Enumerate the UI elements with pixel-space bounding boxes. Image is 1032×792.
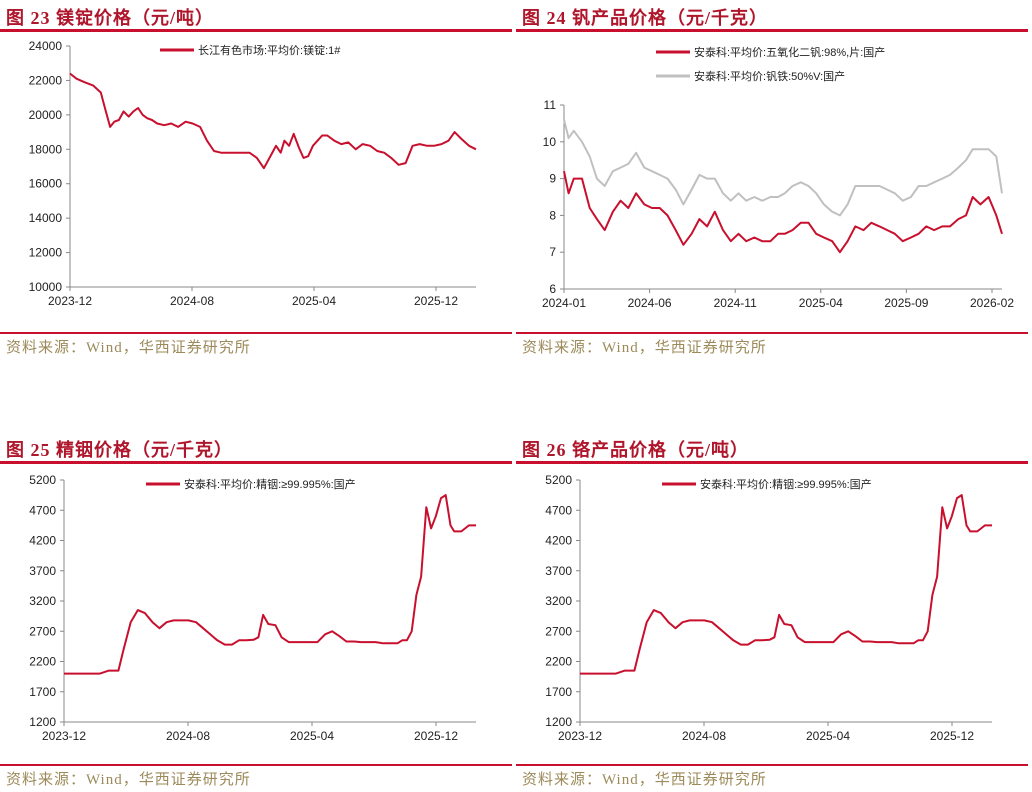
title-rule	[0, 29, 512, 32]
series-line	[563, 170, 1003, 254]
title-rule	[516, 29, 1028, 32]
x-tick-label: 2024-08	[166, 729, 210, 743]
x-tick-label: 2024-08	[682, 729, 726, 743]
chart-title: 图 26 铬产品价格（元/吨）	[522, 440, 749, 460]
y-tick-label: 3200	[545, 594, 572, 608]
panel-indium: 图 25 精铟价格（元/千克） 1200 1700 2200 2700 3200 3700…	[0, 432, 512, 792]
y-tick-label: 12000	[29, 246, 63, 260]
source-rule	[0, 764, 512, 766]
x-tick-label: 2024-01	[542, 296, 586, 310]
y-tick-label: 3700	[545, 564, 572, 578]
y-tick-label: 2700	[545, 624, 572, 638]
panel-vanadium: 图 24 钒产品价格（元/千克） 6 7 8 9 10 11 2024-01 2024-06 2…	[516, 0, 1028, 360]
x-tick-label: 2025-09	[884, 296, 928, 310]
chart-indium-price: 1200 1700 2200 2700 3200 3700 4200 4700 5200 2023…	[29, 473, 476, 743]
source-rule	[516, 764, 1028, 766]
y-tick-label: 6	[549, 282, 556, 296]
x-tick-label: 2024-11	[714, 296, 757, 310]
y-tick-label: 4200	[29, 534, 56, 548]
x-tick-label: 2023-12	[48, 294, 92, 308]
panel-chromium: 图 26 铬产品价格（元/吨） 1200 1700 2200 2700 3200 3700…	[516, 432, 1028, 792]
x-tick-label: 2025-12	[414, 729, 458, 743]
source-rule	[0, 332, 512, 334]
y-tick-label: 1200	[29, 715, 56, 729]
chart-title: 图 25 精铟价格（元/千克）	[6, 440, 233, 460]
series-line	[580, 494, 992, 675]
x-tick-label: 2023-12	[558, 729, 602, 743]
x-tick-label: 2025-04	[799, 296, 843, 310]
y-tick-label: 22000	[29, 73, 63, 87]
chart-magnesium-price: 10000 12000 14000 16000 18000 20000 22000 24000…	[29, 39, 477, 308]
chart-title: 图 24 钒产品价格（元/千克）	[522, 8, 768, 28]
y-tick-label: 2700	[29, 624, 56, 638]
x-tick-label: 2025-04	[806, 729, 850, 743]
x-tick-label: 2026-02	[970, 296, 1014, 310]
series-line	[69, 72, 477, 170]
y-tick-label: 2200	[545, 655, 572, 669]
chart-title: 图 23 镁锭价格（元/吨）	[6, 8, 215, 28]
y-tick-label: 10	[543, 135, 557, 149]
y-tick-label: 10000	[29, 280, 63, 294]
x-tick-label: 2024-08	[170, 294, 214, 308]
source-note: 资料来源：Wind，华西证券研究所	[522, 772, 767, 788]
y-tick-label: 8	[549, 208, 556, 222]
y-tick-label: 4700	[545, 503, 572, 517]
source-note: 资料来源：Wind，华西证券研究所	[6, 772, 251, 788]
legend-label: 安泰科:平均价:精铟:≥99.995%:国产	[700, 477, 872, 491]
title-rule	[516, 461, 1028, 464]
legend-label: 长江有色市场:平均价:镁锭:1#	[198, 43, 341, 57]
y-tick-label: 24000	[29, 39, 63, 53]
y-tick-label: 1700	[29, 685, 56, 699]
legend-label: 安泰科:平均价:五氧化二钒:98%,片:国产	[694, 45, 885, 59]
chart-chromium-price: 1200 1700 2200 2700 3200 3700 4200 4700 5200 2023…	[545, 473, 992, 743]
y-tick-label: 3200	[29, 594, 56, 608]
x-tick-label: 2024-06	[628, 296, 672, 310]
x-tick-label: 2025-12	[414, 294, 458, 308]
legend-label: 安泰科:平均价:钒铁:50%V:国产	[694, 69, 845, 83]
y-tick-label: 16000	[29, 177, 63, 191]
y-tick-label: 14000	[29, 211, 63, 225]
y-tick-label: 18000	[29, 142, 63, 156]
y-tick-label: 1700	[545, 685, 572, 699]
y-tick-label: 7	[549, 245, 556, 259]
y-tick-label: 4700	[29, 503, 56, 517]
y-tick-label: 5200	[545, 473, 572, 487]
source-note: 资料来源：Wind，华西证券研究所	[522, 340, 767, 356]
series-line	[64, 494, 476, 675]
y-tick-label: 3700	[29, 564, 56, 578]
source-rule	[516, 332, 1028, 334]
y-tick-label: 1200	[545, 715, 572, 729]
y-tick-label: 4200	[545, 534, 572, 548]
y-tick-label: 9	[549, 172, 556, 186]
y-tick-label: 5200	[29, 473, 56, 487]
panel-magnesium: 图 23 镁锭价格（元/吨） 10000 12000 14000 16000 18000…	[0, 0, 512, 360]
y-tick-label: 11	[544, 98, 557, 112]
y-tick-label: 2200	[29, 655, 56, 669]
series-line	[563, 119, 1003, 217]
source-note: 资料来源：Wind，华西证券研究所	[6, 340, 251, 356]
x-tick-label: 2023-12	[42, 729, 86, 743]
title-rule	[0, 461, 512, 464]
legend-label: 安泰科:平均价:精铟:≥99.995%:国产	[184, 477, 356, 491]
y-tick-label: 20000	[29, 108, 63, 122]
x-tick-label: 2025-04	[292, 294, 336, 308]
x-tick-label: 2025-04	[290, 729, 334, 743]
x-tick-label: 2025-12	[930, 729, 974, 743]
chart-vanadium-price: 6 7 8 9 10 11 2024-01 2024-06 2024-11 2025-04 2025…	[542, 45, 1014, 310]
